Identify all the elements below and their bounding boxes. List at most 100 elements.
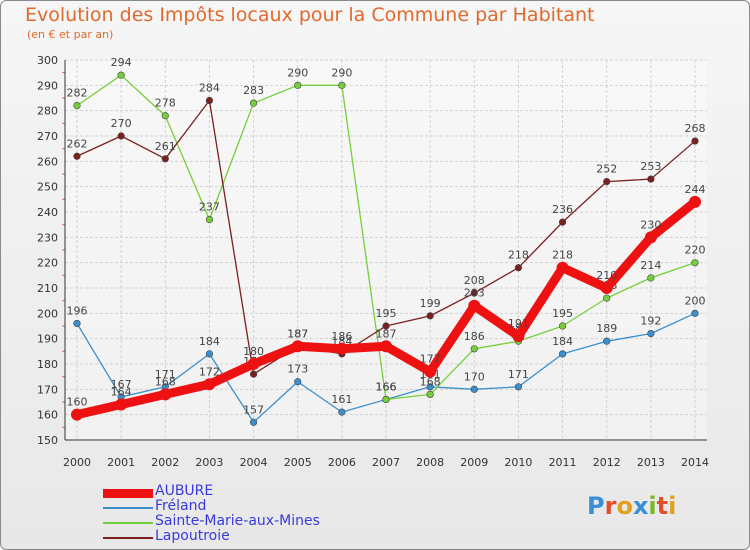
y-tick-label: 290 [37,79,58,92]
chart-subtitle: (en € et par an) [27,28,114,41]
data-point [338,81,346,89]
data-point [73,319,81,328]
data-point [249,370,258,378]
data-point [514,264,523,272]
logo-letter: x [632,492,649,520]
y-tick-label: 240 [37,206,58,219]
data-label: 210 [596,269,617,282]
data-point [556,261,569,274]
data-point [558,322,567,330]
legend-swatch [103,537,153,539]
data-point [603,337,611,345]
data-point [468,299,481,312]
data-label: 180 [243,345,264,358]
y-tick-label: 210 [37,282,58,295]
data-label: 186 [331,330,352,343]
data-label: 172 [199,365,220,378]
data-label: 166 [376,380,397,393]
data-label: 290 [331,66,352,79]
data-point [603,294,611,302]
data-label: 236 [552,203,573,216]
data-label: 160 [67,396,88,409]
y-tick-label: 180 [37,358,58,371]
data-label: 220 [685,244,706,257]
proxiti-logo: Proxiti [587,492,676,520]
data-point [603,178,611,186]
data-point [514,383,523,391]
legend-item: Fréland [103,498,363,516]
y-tick-label: 230 [37,231,58,244]
data-point [161,112,169,120]
data-point [205,350,214,358]
data-label: 218 [508,249,529,262]
legend-swatch [103,507,153,509]
logo-letter: r [604,492,617,520]
data-point [691,259,699,267]
data-label: 166 [376,380,397,393]
data-point [426,312,434,320]
x-tick-label: 2008 [416,456,444,469]
data-label: 253 [640,160,661,173]
x-tick-label: 2009 [460,456,488,469]
data-label: 168 [155,375,176,388]
legend-item: Lapoutroie [103,528,363,546]
data-point [249,418,258,426]
data-point [382,322,390,330]
data-label: 262 [67,137,88,150]
data-label: 230 [640,218,661,231]
data-point [335,342,348,355]
x-tick-label: 2001 [107,456,135,469]
data-point [647,175,655,183]
logo-letter: o [616,492,633,520]
logo-letter: i [668,492,677,520]
data-label: 192 [640,315,661,328]
data-point [380,340,392,353]
y-tick-label: 190 [37,333,58,346]
data-label: 290 [287,66,308,79]
data-label: 200 [685,294,706,307]
data-label: 195 [376,307,397,320]
data-point [470,289,478,297]
data-label: 173 [287,363,308,376]
data-label: 187 [376,327,397,340]
data-point [115,398,128,411]
y-tick-label: 200 [37,307,58,320]
data-label: 261 [155,140,176,153]
data-label: 189 [596,322,617,335]
y-tick-label: 160 [37,409,58,422]
data-label: 284 [199,82,220,95]
data-label: 171 [155,368,176,381]
data-point [691,309,699,317]
data-label: 252 [596,163,617,176]
data-point [294,378,302,386]
data-point [73,152,81,160]
data-point [73,101,81,110]
data-point [203,378,216,391]
legend-label: Lapoutroie [155,528,230,544]
data-point [600,282,613,294]
data-point [159,388,172,401]
data-label: 214 [640,259,661,272]
data-label: 171 [508,368,529,381]
data-label: 268 [685,122,706,135]
data-point [558,350,567,358]
data-label: 195 [552,307,573,320]
data-label: 203 [464,287,485,300]
x-tick-label: 2007 [372,456,400,469]
data-label: 282 [67,87,88,100]
data-label: 278 [155,97,176,110]
data-point [249,99,258,107]
data-point [424,365,437,378]
x-tick-label: 2010 [504,456,532,469]
y-tick-label: 270 [37,130,58,143]
data-label: 161 [331,393,352,406]
data-point [161,155,169,163]
data-point [512,330,525,343]
x-tick-label: 2003 [195,456,223,469]
y-tick-label: 260 [37,155,58,168]
data-label: 237 [199,201,220,214]
data-point [647,330,655,338]
x-tick-label: 2011 [549,456,577,469]
legend-item: Sainte-Marie-aux-Mines [103,513,363,531]
legend-label: AUBURE [155,483,214,499]
